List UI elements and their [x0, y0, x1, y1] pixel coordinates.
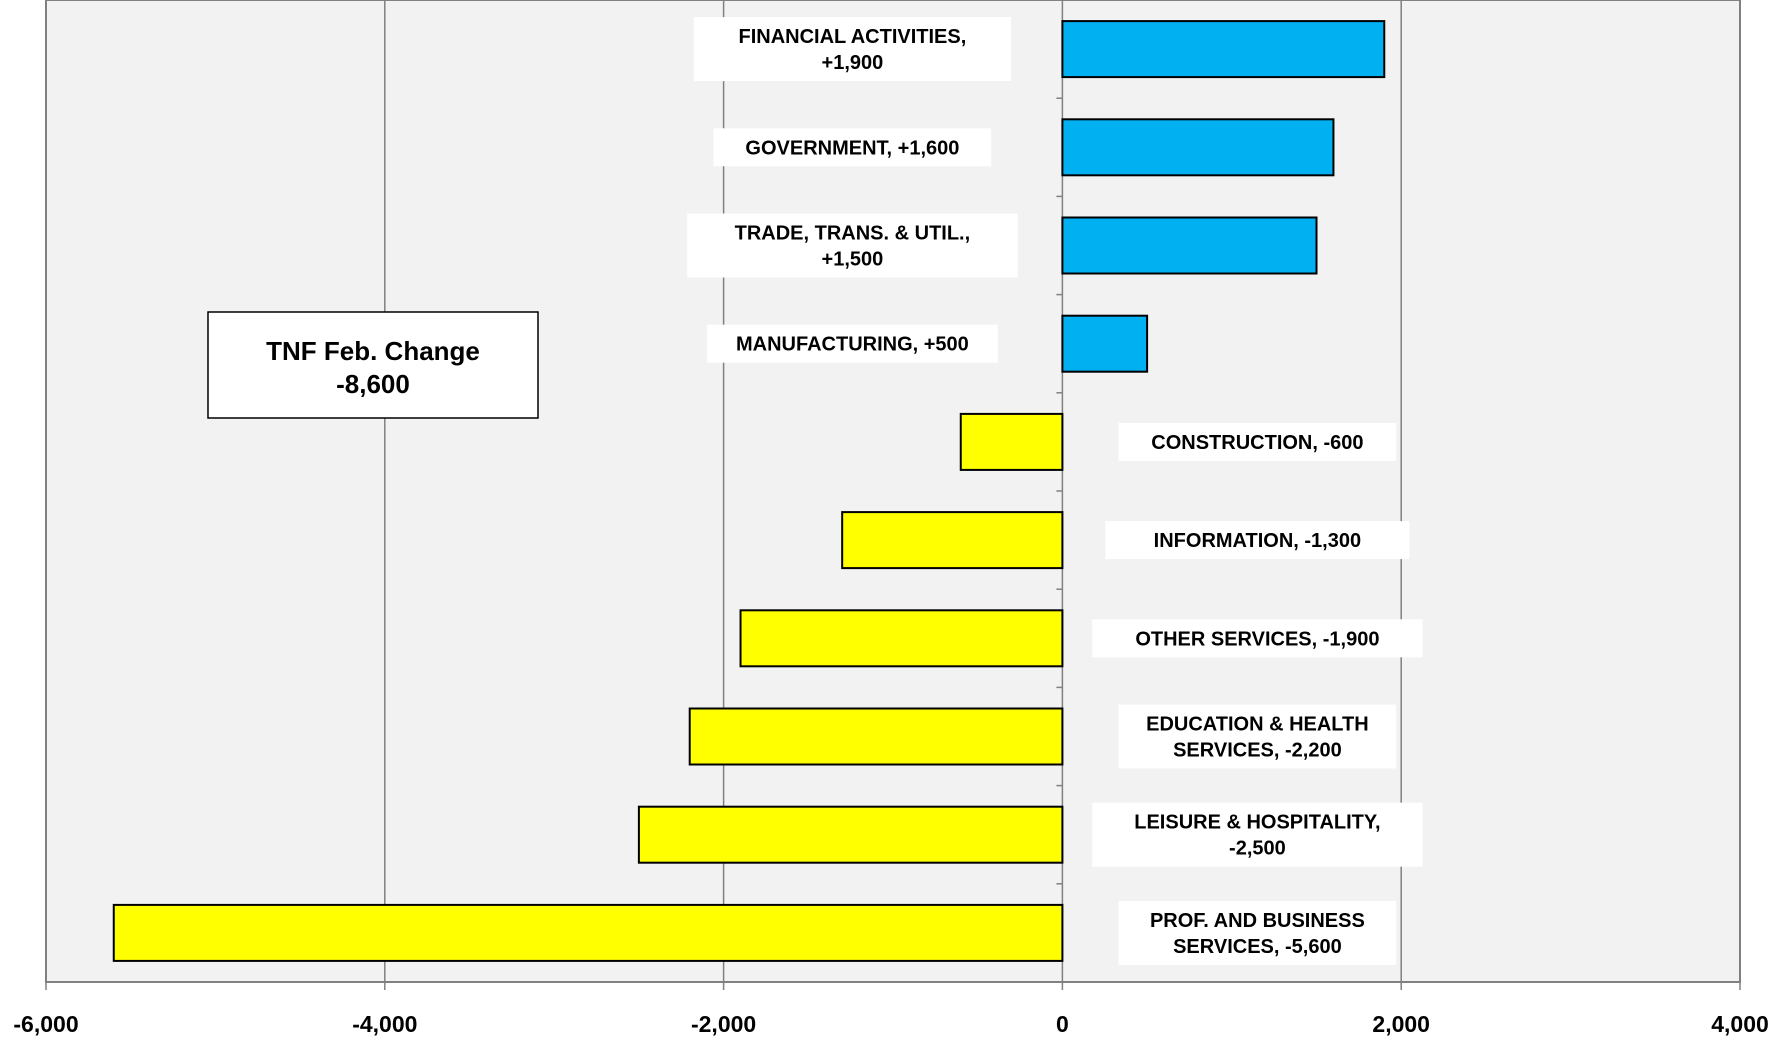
bar-label: OTHER SERVICES, -1,900: [1135, 628, 1379, 650]
bar: [1061, 20, 1386, 79]
bar-label-box: [693, 17, 1011, 82]
bar-label-box: [1092, 802, 1423, 867]
bar-label: INFORMATION, -1,300: [1154, 530, 1361, 552]
callout-title: TNF Feb. Change: [266, 336, 480, 366]
bar-label: -2,500: [1229, 838, 1286, 860]
x-tick-label: -2,000: [691, 1011, 756, 1037]
bar-label-box: [1118, 422, 1397, 461]
bar-label: +1,500: [822, 249, 884, 271]
bar: [841, 511, 1064, 570]
bar: [739, 609, 1064, 668]
x-tick-label: 4,000: [1711, 1011, 1769, 1037]
x-tick-label: 0: [1056, 1011, 1069, 1037]
bar-labels: FINANCIAL ACTIVITIES, +1,900 GOVERNMENT, +…: [687, 17, 1423, 965]
bar-label-box: [707, 324, 998, 363]
bar-label: EDUCATION & HEALTH: [1146, 714, 1369, 736]
bar: [1061, 314, 1149, 373]
x-tick-label: -6,000: [13, 1011, 78, 1037]
bar-label-box: [1105, 521, 1410, 560]
bars: [112, 20, 1386, 962]
callout-value: -8,600: [336, 369, 410, 399]
callout-box: [207, 311, 539, 419]
bar: [637, 805, 1064, 864]
bar-label-box: [687, 213, 1018, 278]
bar-label: GOVERNMENT, +1,600: [745, 137, 959, 159]
bar-label-box: [1118, 900, 1397, 965]
x-tick-label: 2,000: [1372, 1011, 1430, 1037]
bar-label: PROF. AND BUSINESS: [1150, 910, 1365, 932]
bar-label-box: [1092, 619, 1423, 658]
bar-label: CONSTRUCTION, -600: [1151, 432, 1363, 454]
bar-label: SERVICES, -5,600: [1173, 936, 1342, 958]
bar: [959, 412, 1064, 471]
bar-label: +1,900: [822, 52, 884, 74]
bar-label: TRADE, TRANS. & UTIL.,: [735, 223, 971, 245]
bar-label: SERVICES, -2,200: [1173, 740, 1342, 762]
x-tick-labels: -6,000 -4,000 -2,000 0 2,000 4,000: [13, 1011, 1768, 1037]
bar: [1061, 216, 1318, 275]
bar-label: LEISURE & HOSPITALITY,: [1134, 812, 1380, 834]
bar: [688, 707, 1064, 766]
bar-label: MANUFACTURING, +500: [736, 334, 969, 356]
x-tick-label: -4,000: [352, 1011, 417, 1037]
bar: [112, 903, 1064, 962]
total-change-callout: TNF Feb. Change -8,600: [207, 311, 539, 419]
bar-label: FINANCIAL ACTIVITIES,: [739, 26, 967, 48]
bar-label-box: [713, 128, 992, 167]
bar-label-box: [1118, 704, 1397, 769]
bar: [1061, 118, 1335, 177]
